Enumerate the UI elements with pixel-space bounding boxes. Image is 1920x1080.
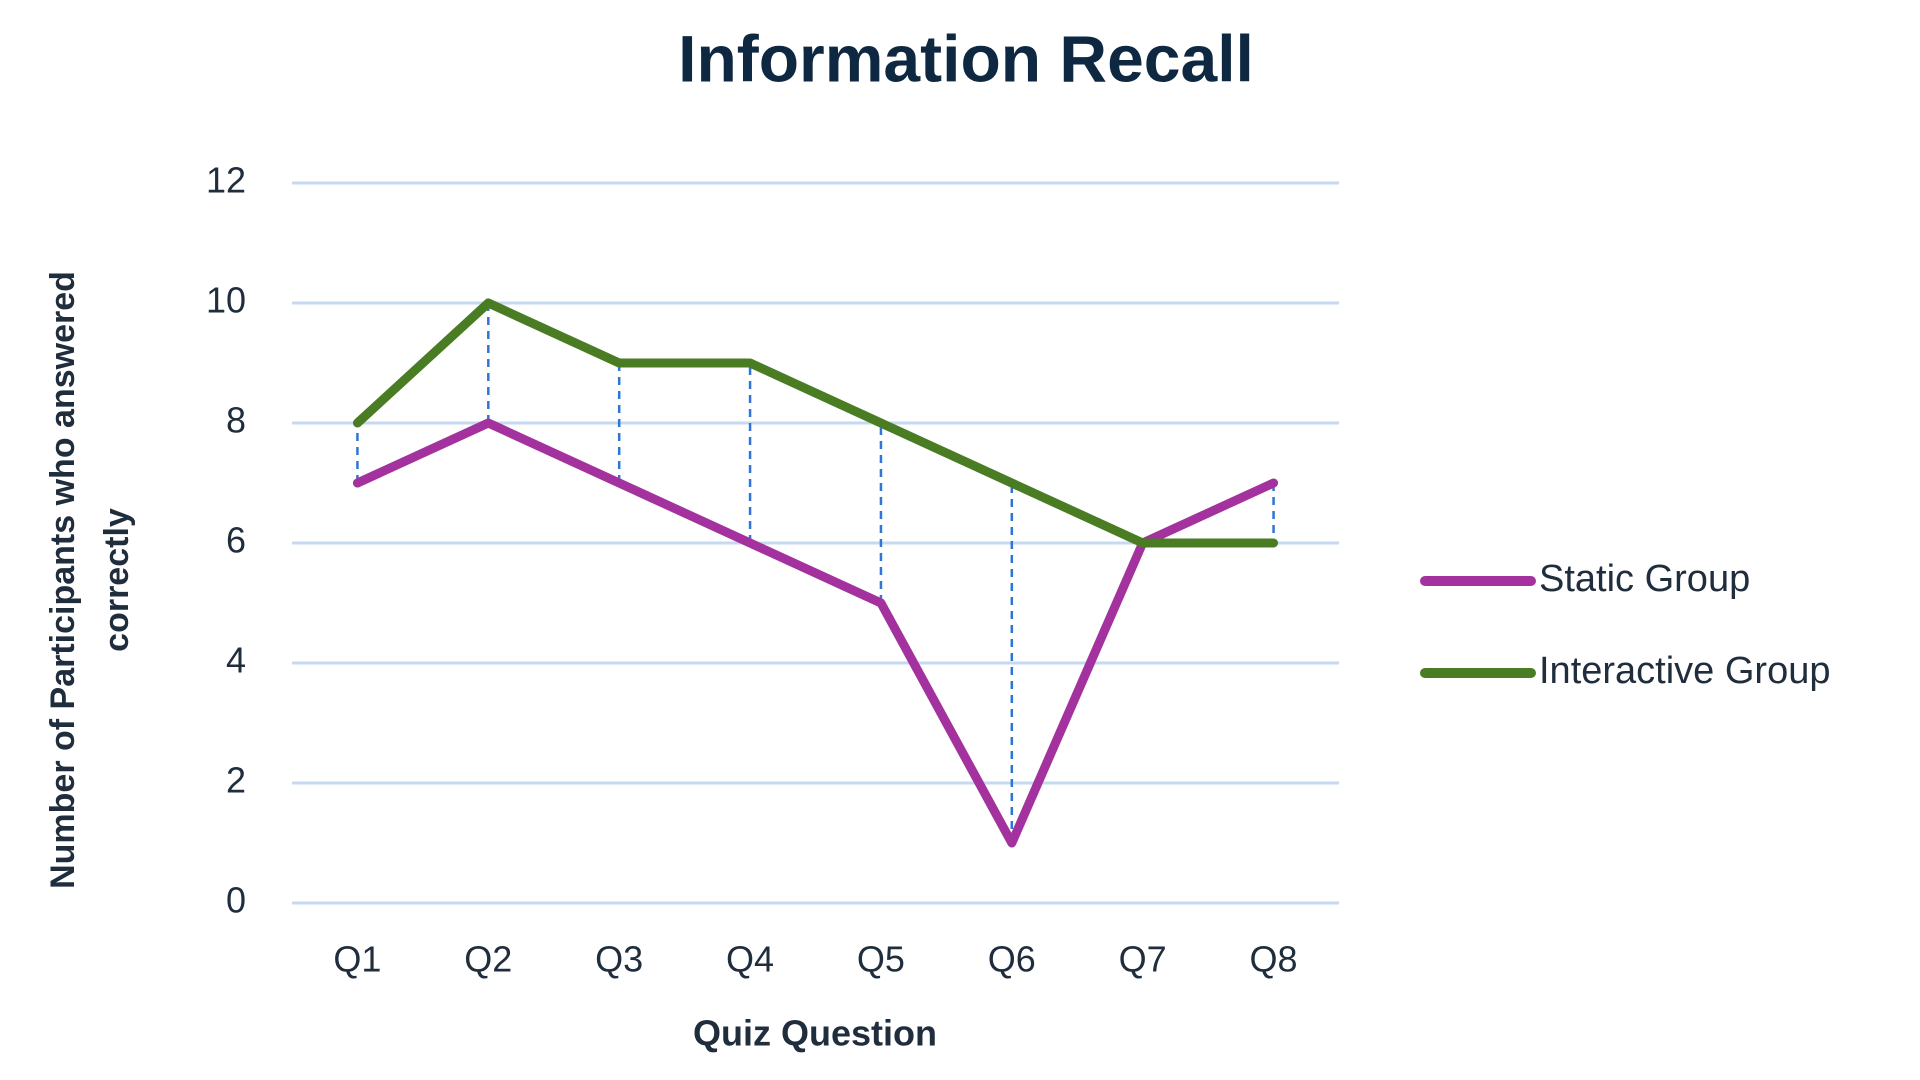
y-tick-label: 2	[226, 760, 246, 801]
x-axis-title: Quiz Question	[693, 1013, 937, 1054]
x-tick-label: Q2	[464, 939, 512, 980]
series-line	[352, 418, 1279, 848]
y-tick-label: 10	[206, 280, 246, 321]
x-tick-label: Q5	[857, 939, 905, 980]
series-line	[352, 298, 1279, 548]
y-tick-label: 4	[226, 640, 246, 681]
x-tick-label: Q4	[726, 939, 774, 980]
y-tick-label: 8	[226, 400, 246, 441]
x-tick-label: Q1	[333, 939, 381, 980]
y-axis-title: Number of Participants who answered corr…	[44, 271, 136, 889]
y-tick-label: 0	[226, 880, 246, 921]
legend-label: Interactive Group	[1539, 650, 1830, 692]
x-tick-label: Q6	[988, 939, 1036, 980]
x-tick-label: Q8	[1250, 939, 1298, 980]
x-tick-label: Q7	[1119, 939, 1167, 980]
x-tick-label: Q3	[595, 939, 643, 980]
y-tick-label: 6	[226, 520, 246, 561]
y-tick-label: 12	[206, 160, 246, 201]
chart-title: Information Recall	[678, 21, 1254, 95]
legend-label: Static Group	[1539, 558, 1750, 600]
